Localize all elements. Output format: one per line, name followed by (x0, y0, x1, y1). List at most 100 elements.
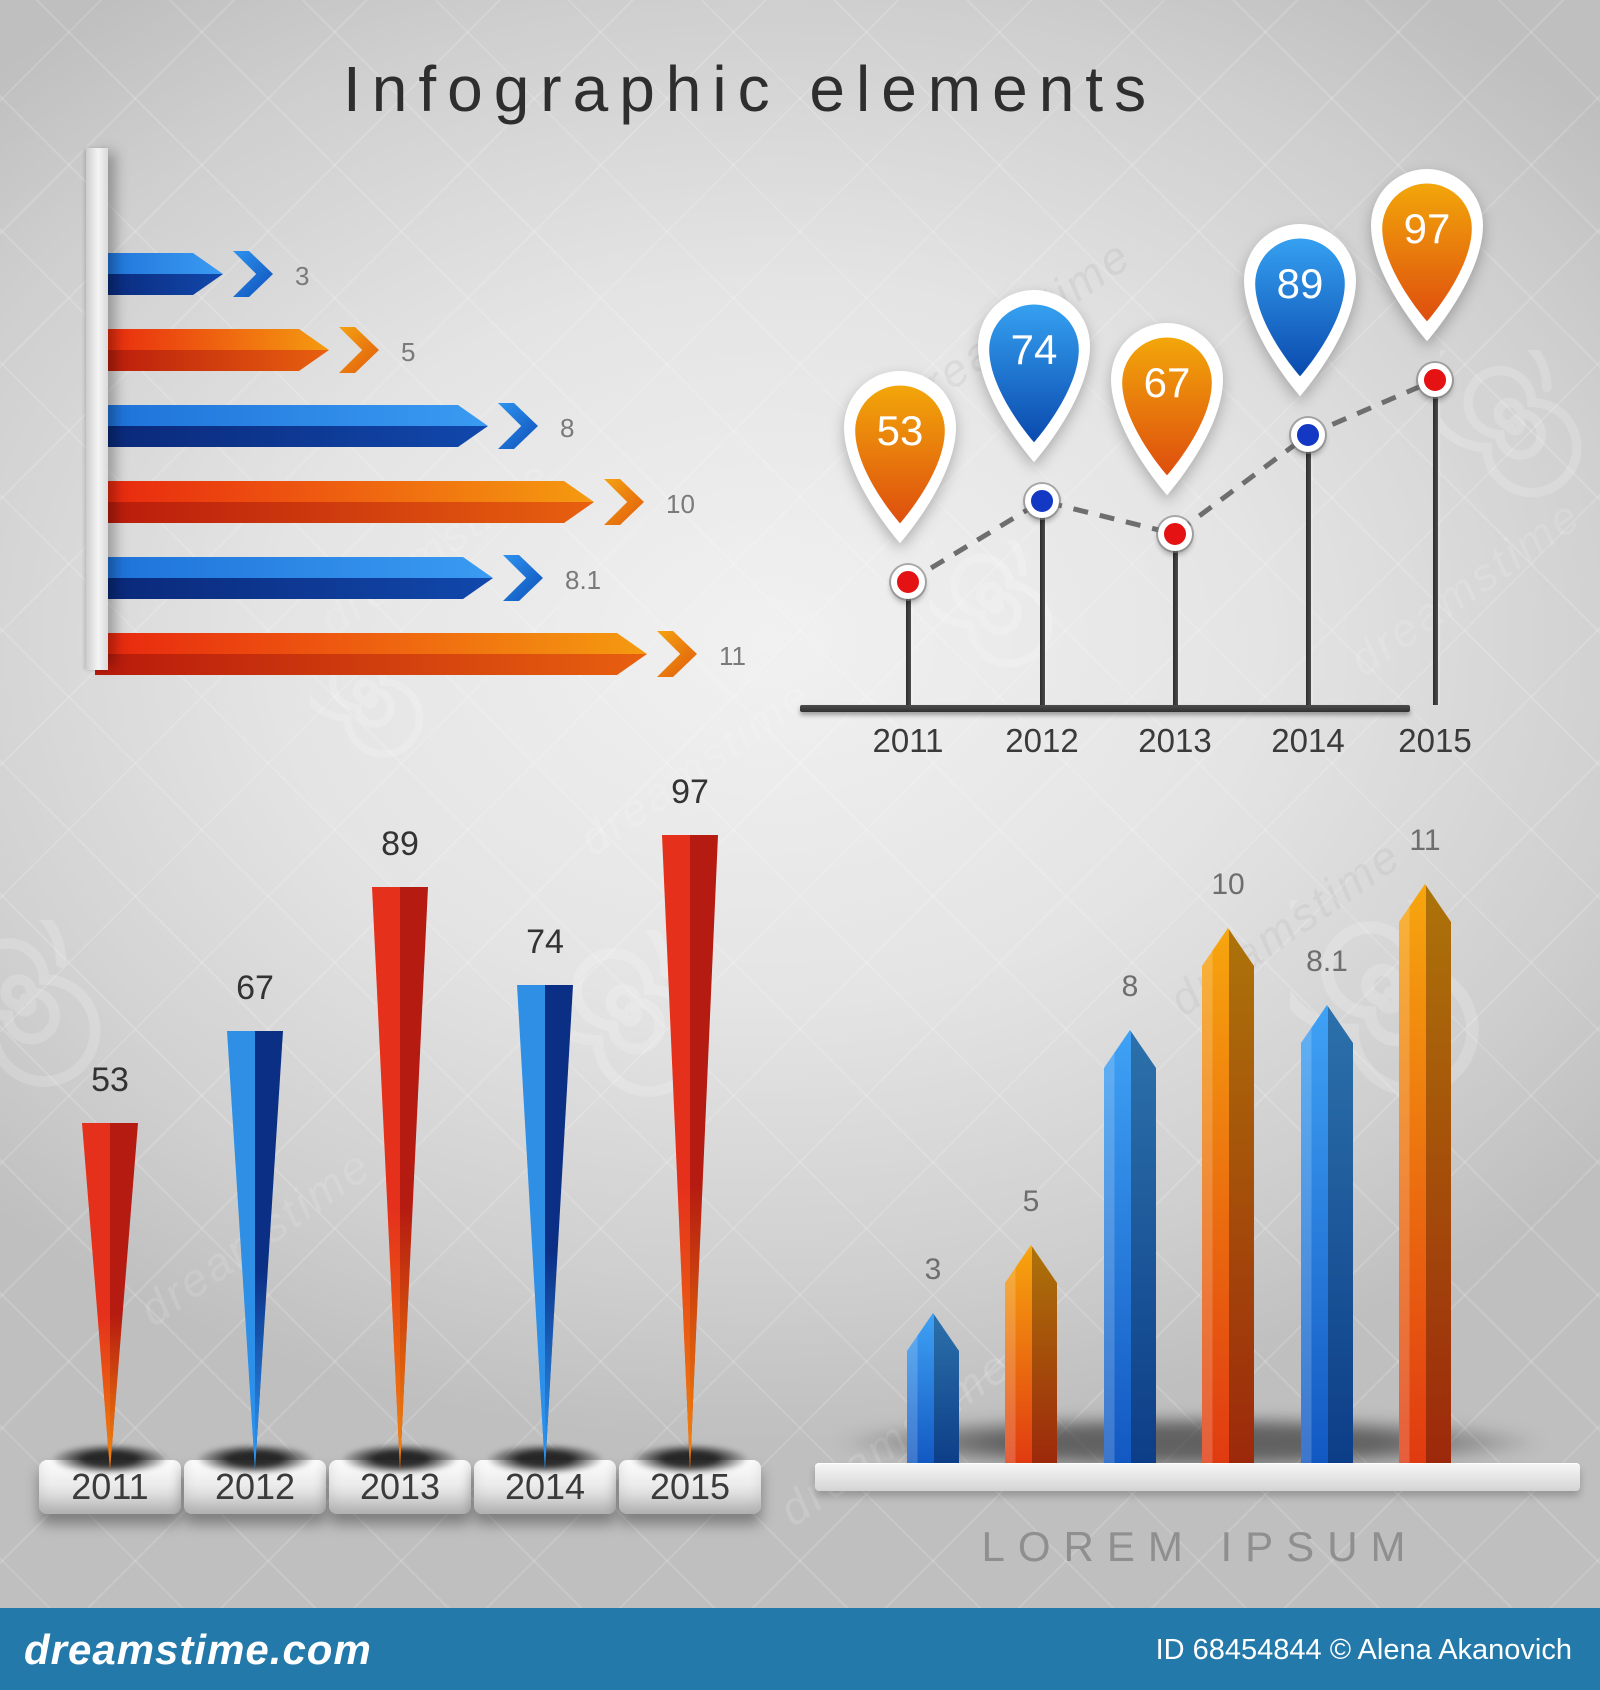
page-title: Infographic elements (342, 53, 1158, 125)
arrow-bar-bottom-face (95, 654, 647, 675)
arrow-column-right-face (907, 1313, 959, 1465)
column-value-label: 5 (1022, 1185, 1040, 1218)
arrow-chevron-icon (503, 555, 543, 601)
spike-tip-glow (662, 835, 718, 1470)
spike-tip-glow (82, 1123, 138, 1470)
column-value-label: 3 (924, 1253, 942, 1286)
spike-bar (662, 835, 718, 1470)
spike-tip-glow (227, 1031, 283, 1470)
data-stem (1433, 386, 1438, 705)
column-value-label: 8 (1121, 970, 1139, 1003)
arrow-column-right-face (1104, 1030, 1156, 1465)
spike-value-label: 67 (236, 969, 274, 1007)
bar-value-label: 3 (295, 261, 310, 291)
arrow-column (1005, 1245, 1057, 1465)
spike-bar (227, 1031, 283, 1470)
arrow-column-right-face (1301, 1005, 1353, 1465)
data-dot (1418, 363, 1452, 397)
column-value-label: 8.1 (1306, 945, 1348, 978)
arrow-bar (95, 253, 223, 295)
arrow-bar-top-face (95, 405, 488, 426)
lorem-caption: LOREM IPSUM (981, 1523, 1419, 1570)
arrow-bar-top-face (95, 481, 594, 502)
arrow-column (1301, 1005, 1353, 1465)
bar-value-label: 11 (719, 641, 746, 671)
data-stem (1040, 507, 1045, 705)
arrow-bar-bottom-face (95, 274, 223, 295)
data-stem (1306, 441, 1311, 705)
year-label: 2011 (872, 722, 944, 759)
pin-value: 53 (877, 407, 924, 454)
spike-value-label: 89 (381, 825, 419, 863)
bar-value-label: 5 (401, 337, 416, 367)
column-value-label: 11 (1409, 824, 1441, 857)
fold-strip (86, 148, 108, 670)
arrow-bar-bottom-face (95, 350, 329, 371)
pin-value: 67 (1144, 359, 1191, 406)
chart-arrow-bars: 3 5 8 10 8.1 11 (80, 145, 780, 705)
arrow-column-right-face (1005, 1245, 1057, 1465)
map-pin-icon: 53 (830, 364, 970, 551)
axis-baseline (800, 705, 1410, 712)
watermark-credit: ID 68454844 © Alena Akanovich (1155, 1634, 1572, 1666)
arrow-column (907, 1313, 959, 1465)
spike-tip-glow (517, 985, 573, 1470)
arrow-bar-top-face (95, 329, 329, 350)
map-pin-icon: 97 (1357, 162, 1497, 349)
arrow-bar-bottom-face (95, 502, 594, 523)
year-label: 2015 (1398, 722, 1472, 759)
chart-pin-line: 2011 2012 2013 2014 2015 53 74 67 (760, 140, 1483, 790)
year-label: 2014 (1271, 722, 1345, 759)
data-dot (1158, 517, 1192, 551)
map-pin-icon: 74 (964, 283, 1104, 470)
arrow-chevron-icon (339, 327, 379, 373)
map-pin-icon: 67 (1097, 316, 1237, 503)
watermark-logo: dreamstime.com (24, 1626, 372, 1673)
arrow-column-right-face (1202, 928, 1254, 1465)
bar-value-label: 10 (666, 489, 695, 519)
year-label: 2012 (1005, 722, 1079, 759)
data-stem (906, 588, 911, 705)
spike-bar (82, 1123, 138, 1470)
arrow-chevron-icon (498, 403, 538, 449)
chart-arrow-columns: LOREM IPSUM 3 5 8 10 8.1 11 (800, 755, 1600, 1585)
arrow-bar-top-face (95, 633, 647, 654)
spike-value-label: 53 (91, 1061, 129, 1099)
arrow-chevron-icon (657, 631, 697, 677)
bar-value-label: 8 (560, 413, 575, 443)
spike-bar (517, 985, 573, 1470)
arrow-bar-top-face (95, 557, 493, 578)
watermark-bar: dreamstime.com ID 68454844 © Alena Akano… (0, 1608, 1600, 1690)
chart-spike-bars: 2011 53 2012 67 2013 89 2014 74 2015 97 (20, 760, 770, 1560)
arrow-bar-top-face (95, 253, 223, 274)
pin-value: 89 (1277, 260, 1324, 307)
arrow-bar (95, 557, 493, 599)
bar-value-label: 8.1 (565, 565, 602, 595)
spike-bar (372, 887, 428, 1470)
arrow-bar (95, 633, 647, 675)
data-dot (891, 565, 925, 599)
data-dot (1025, 484, 1059, 518)
arrow-column-right-face (1399, 884, 1451, 1465)
arrow-bar (95, 329, 329, 371)
spike-value-label: 97 (671, 773, 709, 811)
pin-value: 74 (1011, 326, 1058, 373)
arrow-column (1399, 884, 1451, 1465)
column-value-label: 10 (1211, 868, 1245, 901)
arrow-column (1202, 928, 1254, 1465)
data-stem (1173, 540, 1178, 705)
arrow-bar (95, 405, 488, 447)
year-label: 2013 (1138, 722, 1212, 759)
arrow-chevron-icon (604, 479, 644, 525)
data-dot (1291, 418, 1325, 452)
spike-tip-glow (372, 887, 428, 1470)
map-pin-icon: 89 (1230, 217, 1370, 404)
spike-value-label: 74 (526, 923, 564, 961)
arrow-chevron-icon (233, 251, 273, 297)
arrow-bar (95, 481, 594, 523)
arrow-column (1104, 1030, 1156, 1465)
arrow-bar-bottom-face (95, 578, 493, 599)
pin-value: 97 (1404, 205, 1451, 252)
ground-strip (815, 1463, 1580, 1491)
